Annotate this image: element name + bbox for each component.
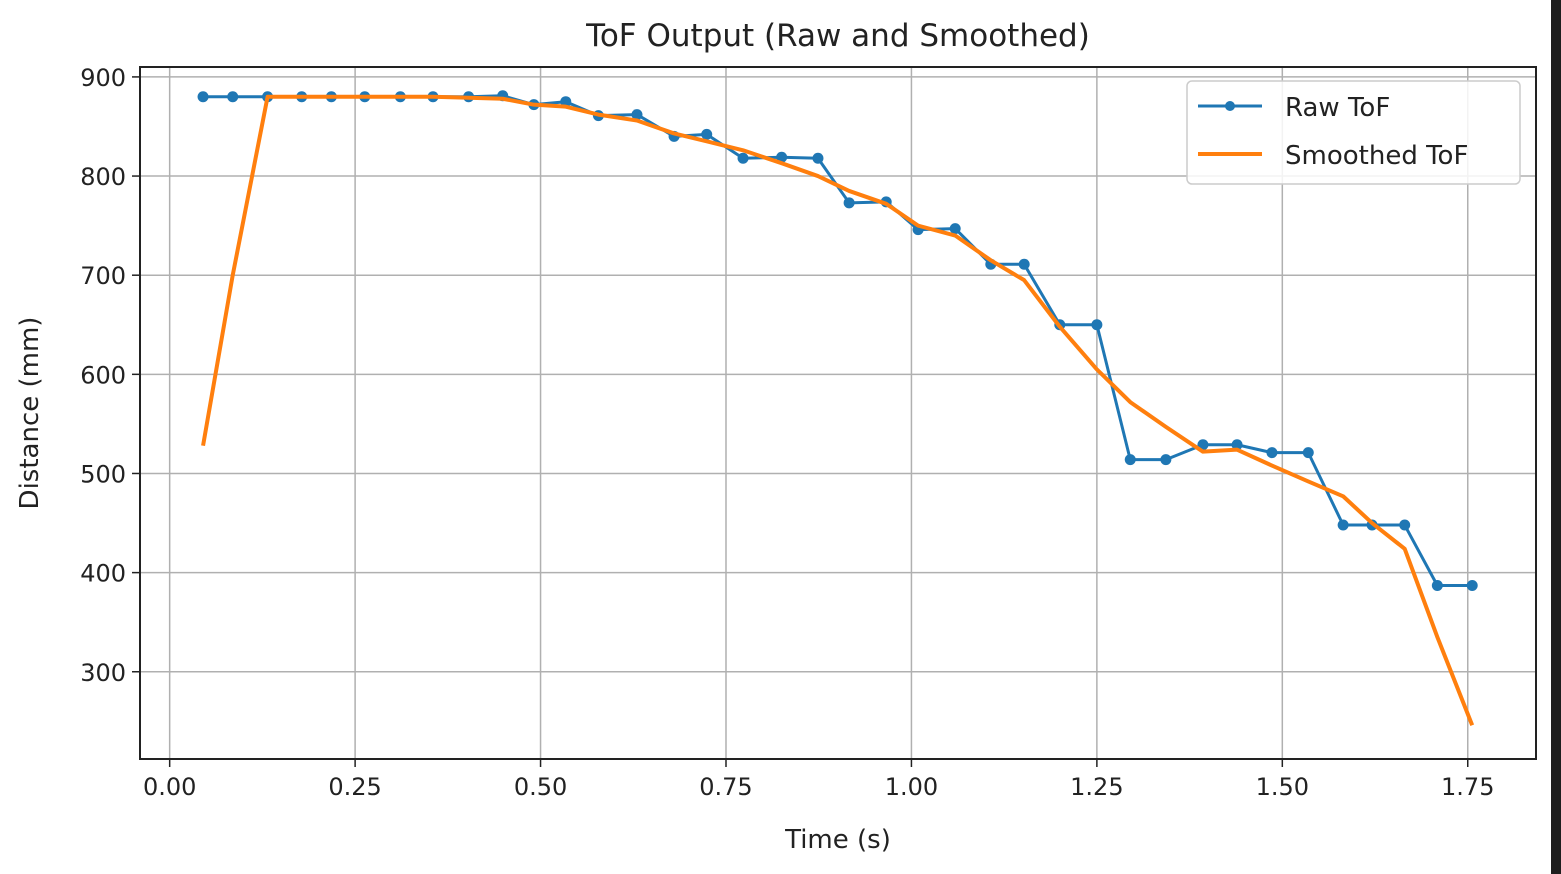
raw-tof-point — [949, 223, 961, 235]
x-axis-label: Time (s) — [784, 825, 891, 855]
raw-tof-point — [737, 152, 749, 164]
x-tick-label: 0.25 — [328, 773, 381, 801]
raw-tof-point — [1160, 454, 1172, 466]
raw-tof-point — [1466, 580, 1478, 592]
y-tick-label: 500 — [80, 460, 126, 488]
y-tick-label: 600 — [80, 361, 126, 389]
raw-tof-point — [776, 151, 788, 163]
legend-box — [1186, 80, 1521, 185]
y-tick-label: 700 — [80, 262, 126, 290]
raw-tof-point — [227, 91, 239, 103]
y-tick-label: 400 — [80, 560, 126, 588]
raw-tof-point — [1431, 580, 1443, 592]
x-tick-label: 1.00 — [885, 773, 938, 801]
x-tick-label: 0.00 — [143, 773, 196, 801]
y-axis-label: Distance (mm) — [15, 317, 45, 510]
raw-tof-point — [701, 128, 713, 140]
chart-title: ToF Output (Raw and Smoothed) — [585, 18, 1090, 54]
series-group — [197, 90, 1478, 727]
raw-tof-point — [631, 109, 643, 121]
x-tick-label: 1.75 — [1441, 773, 1494, 801]
raw-tof-point — [843, 197, 855, 209]
raw-tof-point — [1091, 319, 1103, 331]
x-tick-label: 0.50 — [514, 773, 567, 801]
raw-tof-point — [1018, 258, 1030, 270]
x-tick-label: 0.75 — [699, 773, 752, 801]
smoothed-tof-line — [201, 94, 1475, 727]
window-edge — [1551, 0, 1561, 874]
x-tick-label: 1.50 — [1256, 773, 1309, 801]
raw-tof-point — [1337, 519, 1349, 531]
y-tick-label: 900 — [80, 64, 126, 92]
raw-tof-point — [560, 96, 572, 108]
raw-tof-point — [1124, 454, 1136, 466]
raw-tof-point — [1399, 519, 1411, 531]
raw-tof-point — [197, 91, 209, 103]
y-axis: 300 400 500 600 700 800 900 — [80, 64, 140, 687]
x-tick-label: 1.25 — [1070, 773, 1123, 801]
x-axis: 0.00 0.25 0.50 0.75 1.00 1.25 1.50 1.75 — [143, 759, 1494, 801]
legend-smoothed-label: Smoothed ToF — [1285, 141, 1468, 171]
legend: Raw ToF Smoothed ToF — [1186, 80, 1521, 185]
legend-raw-label: Raw ToF — [1285, 93, 1390, 123]
raw-tof-point — [1266, 447, 1278, 459]
y-tick-label: 300 — [80, 659, 126, 687]
legend-raw-marker — [1225, 101, 1235, 111]
raw-tof-point — [1231, 439, 1243, 451]
raw-tof-point — [1302, 447, 1314, 459]
y-tick-label: 800 — [80, 163, 126, 191]
raw-tof-point — [812, 152, 824, 164]
plot-frame — [139, 66, 1537, 760]
